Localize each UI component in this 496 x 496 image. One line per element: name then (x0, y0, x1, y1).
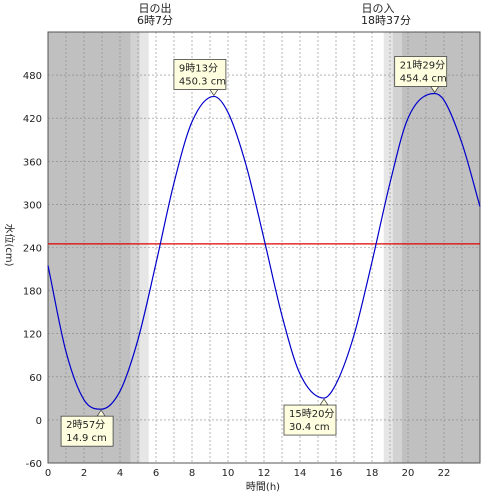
x-axis-label: 時間(h) (246, 481, 280, 493)
y-tick-label: 240 (23, 244, 42, 255)
sunset-time: 18時37分 (361, 14, 411, 27)
x-tick-label: 18 (366, 468, 379, 479)
y-tick-label: 0 (36, 416, 42, 427)
callout-box (283, 404, 337, 436)
low-tide-callout: 15時20分 30.4 cm (283, 398, 337, 436)
callout-time: 15時20分 (289, 408, 334, 420)
y-tick-label: 60 (29, 373, 42, 384)
extreme-callouts: 2時57分 14.9 cm 9時13分 450.3 cm 15時20分 30.4 cm 21… (60, 56, 448, 447)
y-tick-label: 480 (23, 71, 42, 82)
callout-box (173, 59, 227, 90)
x-tick-label: 6 (153, 468, 159, 479)
x-tick-label: 4 (117, 468, 123, 479)
y-tick-labels: -60 0 60 120 180 240 300 360 420 480 (23, 71, 42, 470)
callout-time: 2時57分 (66, 419, 105, 431)
x-tick-label: 16 (330, 468, 343, 479)
y-tick-label: 420 (23, 114, 42, 125)
x-tick-label: 8 (189, 468, 195, 479)
callout-time: 9時13分 (179, 62, 218, 74)
x-tick-label: 12 (258, 468, 271, 479)
x-tick-label: 14 (294, 468, 307, 479)
callout-level: 30.4 cm (289, 422, 330, 433)
x-tick-label: 2 (81, 468, 87, 479)
y-tick-label: 120 (23, 330, 42, 341)
callout-box (394, 56, 448, 87)
callout-level: 14.9 cm (66, 433, 107, 444)
sunrise-label: 日の出 (139, 1, 172, 15)
y-tick-label: 300 (23, 200, 42, 211)
x-tick-label: 20 (402, 468, 415, 479)
y-tick-label: 360 (23, 157, 42, 168)
x-tick-label: 22 (438, 468, 451, 479)
high-tide-callout: 21時29分 454.4 cm (394, 56, 448, 94)
twilight-band (130, 32, 140, 463)
tide-level-line (47, 92, 481, 410)
plot-frame (47, 31, 481, 464)
x-tick-labels: 0 2 4 6 8 10 12 14 16 18 20 22 (45, 468, 451, 479)
sunrise-time: 6時7分 (137, 14, 173, 27)
y-axis-label: 水位(cm) (3, 223, 16, 266)
low-tide-callout: 2時57分 14.9 cm (60, 409, 114, 447)
high-tide-callout: 9時13分 450.3 cm (173, 59, 227, 97)
callout-box (60, 415, 114, 447)
sunset-label: 日の入 (362, 2, 395, 15)
callout-level: 450.3 cm (179, 76, 226, 87)
x-tick-label: 10 (222, 468, 235, 479)
y-tick-label: 180 (23, 287, 42, 298)
callout-level: 454.4 cm (400, 73, 447, 84)
x-tick-label: 0 (45, 468, 51, 479)
y-tick-label: -60 (26, 459, 42, 470)
callout-time: 21時29分 (400, 59, 445, 71)
